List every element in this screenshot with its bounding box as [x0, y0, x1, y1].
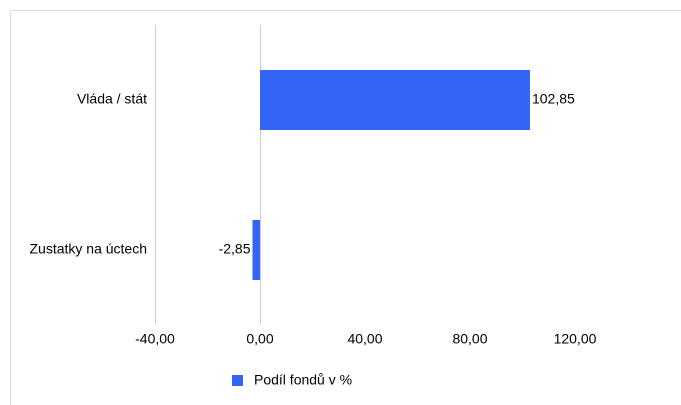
legend-swatch [232, 375, 243, 386]
x-tick-label: 40,00 [347, 331, 382, 347]
x-tick-label: 120,00 [554, 331, 597, 347]
legend-label: Podíl fondů v % [254, 372, 352, 388]
chart-frame [10, 10, 681, 405]
x-tick-label: -40,00 [135, 331, 175, 347]
y-tick-label: Zustatky na úctech [29, 241, 147, 257]
y-tick-label: Vláda / stát [77, 91, 147, 107]
value-label: 102,85 [532, 91, 575, 107]
x-tick-label: 0,00 [246, 331, 273, 347]
value-label: -2,85 [219, 241, 251, 257]
bar [260, 70, 530, 130]
x-tick-label: 80,00 [452, 331, 487, 347]
bar [252, 220, 260, 280]
